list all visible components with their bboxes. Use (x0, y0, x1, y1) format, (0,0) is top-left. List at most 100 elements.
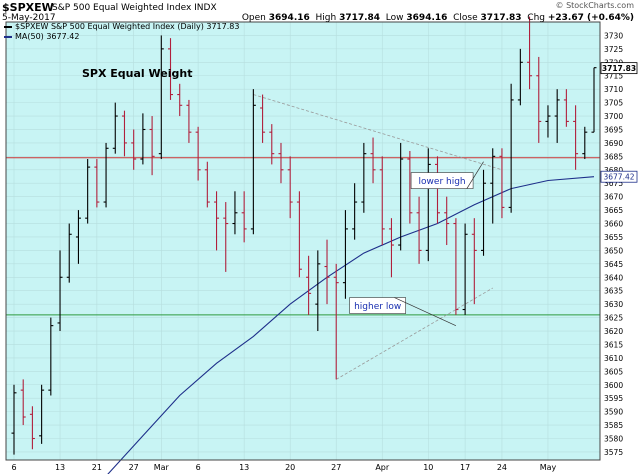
ohlc-bar (573, 105, 579, 170)
ohlc-bar (186, 99, 192, 143)
ohlc-bar (121, 110, 127, 157)
ohlc-bar (554, 89, 560, 143)
annotations: lower high higher low (349, 161, 484, 326)
y-tick-label: 3610 (604, 354, 623, 363)
y-tick-label: 3585 (604, 421, 623, 430)
ohlc-bar (324, 239, 330, 305)
ohlc-bar (75, 210, 81, 264)
y-tick-label: 3615 (604, 340, 623, 349)
y-axis: 3575 3580 3585 3590 3595 3600 3605 3610 3615 3620… (600, 31, 638, 457)
annotation-box (410, 172, 474, 189)
y-tick-label: 3625 (604, 314, 623, 323)
tag-box (600, 62, 638, 75)
x-tick-label: 24 (497, 463, 507, 472)
ohlc-bar (471, 218, 477, 305)
x-tick-label: 21 (92, 463, 102, 472)
legend-ma: MA(50) 3677.42 (4, 32, 239, 42)
date-label: 5-May-2017 (2, 13, 56, 23)
ohlc-bar (20, 379, 26, 426)
x-tick-label: 27 (129, 463, 139, 472)
symbol-label: $SPXEW (2, 1, 54, 14)
ohlc-bar (112, 102, 118, 154)
y-tick-label: 3580 (604, 435, 623, 444)
ohlc-bar (260, 94, 266, 143)
y-tick-label: 3685 (604, 152, 623, 161)
plot-background (6, 22, 600, 460)
annotation-arrow (466, 161, 484, 189)
ohlc-bar (462, 223, 468, 315)
low-label: Low (385, 13, 404, 23)
ohlc-bar (361, 142, 367, 213)
y-tick-label: 3640 (604, 273, 623, 282)
y-tick-label: 3725 (604, 45, 623, 54)
ohlc-bar (352, 183, 358, 240)
x-tick-label: 6 (11, 463, 16, 472)
ohlc-bar (591, 67, 597, 133)
grid-lines (6, 22, 600, 460)
ohlc-bar (223, 202, 229, 272)
x-tick-label: 17 (460, 463, 470, 472)
ohlc-bar (582, 126, 588, 160)
horizontal-lines (6, 157, 600, 316)
annotation-text: lower high (419, 177, 466, 187)
ohlc-bar (499, 148, 505, 219)
legend-price-label: $SPXEW S&P 500 Equal Weighted Index (Dai… (15, 22, 240, 31)
watermark-label: © StockCharts.com (555, 1, 634, 10)
ohlc-bar (425, 148, 431, 262)
ohlc-bar (140, 113, 146, 165)
ohlc-bar (11, 384, 17, 455)
annotation-arrow (394, 297, 457, 326)
ohlc-bar (536, 56, 542, 143)
ohlc-bar (481, 169, 487, 256)
ohlc-bar (370, 137, 376, 184)
ohlc-bar (388, 218, 394, 278)
trendlines (253, 94, 503, 380)
ohlc-bar (434, 156, 440, 224)
chg-label: Chg (527, 13, 545, 23)
ohlc-bar (407, 150, 413, 224)
high-label: High (315, 13, 337, 23)
ohlc-bar (545, 105, 551, 138)
y-tick-label: 3620 (604, 327, 623, 336)
y-tick-label: 3630 (604, 300, 623, 309)
ohlc-bar (508, 83, 514, 213)
ohlc-bar (269, 124, 275, 165)
ohlc-bar (149, 116, 155, 176)
ohlc-bar (204, 161, 210, 208)
close-value: 3717.83 (480, 13, 522, 23)
last-value-tag: 3677.42 (600, 170, 638, 183)
ohlc-bar (379, 156, 385, 246)
ohlc-bar (315, 250, 321, 332)
y-tick-label: 3695 (604, 125, 623, 134)
ohlc-bar (527, 16, 533, 90)
y-tick-label: 3710 (604, 85, 623, 94)
ohlc-bar (39, 384, 45, 444)
ohlc-bar (29, 406, 35, 450)
open-value: 3694.16 (268, 13, 310, 23)
ohlc-bar (250, 89, 256, 235)
y-tick-label: 3655 (604, 233, 623, 242)
ohlc-bar (57, 250, 63, 332)
y-tick-label: 3690 (604, 139, 623, 148)
annotation-lower-high: lower high (410, 161, 484, 189)
ohlc-bar (333, 263, 339, 380)
legend-ma-label: MA(50) 3677.42 (15, 32, 80, 41)
ohlc-bar (94, 159, 100, 208)
y-tick-label: 3670 (604, 193, 623, 202)
ohlc-bar (232, 191, 238, 235)
ohlc-bar (168, 38, 174, 100)
y-tick-label: 3715 (604, 72, 623, 81)
chart-title: SPX Equal Weight (82, 67, 192, 80)
y-tick-label: 3605 (604, 367, 623, 376)
y-tick-label: 3650 (604, 246, 623, 255)
close-label: Close (453, 13, 478, 23)
ohlc-bar (48, 317, 54, 396)
upper-trendline (253, 94, 503, 171)
x-tick-label: Mar (154, 463, 170, 472)
ohlc-bar (158, 35, 164, 160)
tag-box (600, 170, 638, 183)
ohlc-bar (398, 142, 404, 251)
x-tick-label: 10 (423, 463, 433, 472)
y-tick-label: 3575 (604, 448, 623, 457)
ohlc-bar (490, 148, 496, 224)
